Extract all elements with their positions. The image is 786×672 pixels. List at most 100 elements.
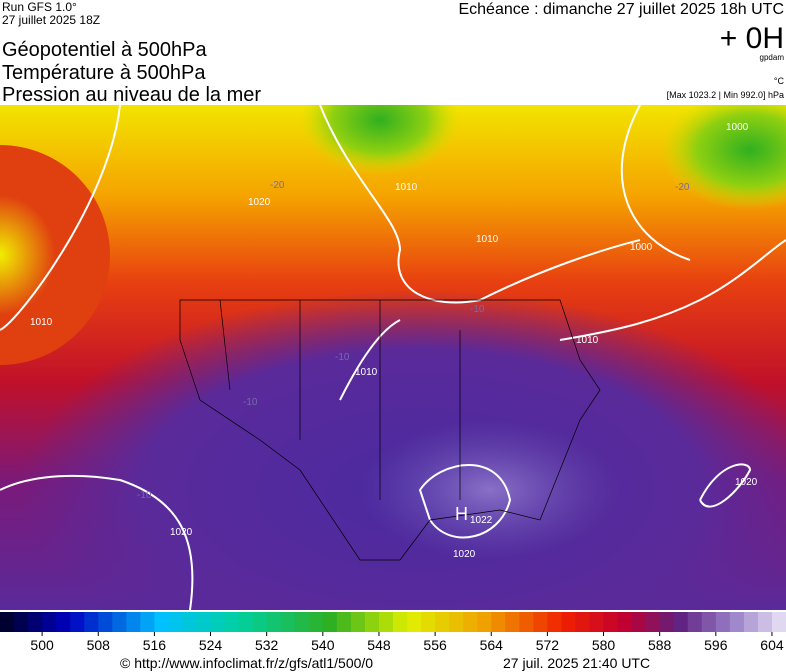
footer-source: © http://www.infoclimat.fr/z/gfs/atl1/50… [120, 655, 373, 671]
colorbar-swatch [280, 612, 296, 632]
title: Géopotentiel à 500hPa [2, 39, 207, 61]
isobar-label: 1010 [355, 367, 378, 378]
colorbar-swatch [477, 612, 492, 632]
colorbar-swatch [322, 612, 338, 632]
colorbar-swatch [547, 612, 562, 632]
colorbar-swatch [70, 612, 85, 632]
run-label: Run GFS 1.0° [2, 0, 77, 14]
colorbar-tick-label: 580 [592, 637, 616, 653]
colorbar-swatch [238, 612, 254, 632]
colorbar-swatch [771, 612, 786, 632]
colorbar-swatch [126, 612, 141, 632]
colorbar-tick-label: 532 [255, 637, 279, 653]
colorbar-swatch [701, 612, 717, 632]
colorbar-swatch [505, 612, 520, 632]
unit-temp: °C [774, 76, 785, 86]
colorbar-swatch [617, 612, 633, 632]
pressure-range: [Max 1023.2 | Min 992.0] hPa [667, 90, 784, 100]
colorbar-tick-label: 604 [760, 637, 784, 653]
colorbar-swatch [196, 612, 212, 632]
temp-label: -10 [243, 397, 258, 408]
colorbar-swatch [350, 612, 366, 632]
colorbar-swatch [0, 612, 15, 632]
colorbar-swatch [393, 612, 408, 632]
colorbar-swatch [378, 612, 394, 632]
colorbar-swatch [168, 612, 183, 632]
colorbar-swatch [14, 612, 29, 632]
colorbar-swatch [252, 612, 268, 632]
colorbar-swatch [463, 612, 478, 632]
colorbar-swatch [42, 612, 57, 632]
footer-date: 27 juil. 2025 21:40 UTC [503, 655, 650, 671]
colorbar-swatch [140, 612, 155, 632]
colorbar-swatch [603, 612, 619, 632]
colorbar-swatch [84, 612, 99, 632]
colorbar-tick-label: 564 [480, 637, 504, 653]
colorbar-swatch [743, 612, 759, 632]
isobar-label: 1000 [726, 122, 749, 133]
colorbar-swatch [224, 612, 240, 632]
colorbar-swatch [407, 612, 422, 632]
run-date: 27 juillet 2025 18Z [2, 13, 100, 27]
colorbar-tick-label: 548 [367, 637, 391, 653]
colorbar-swatch [294, 612, 310, 632]
colorbar-swatch [491, 612, 506, 632]
colorbar-swatch [561, 612, 576, 632]
colorbar-swatch [98, 612, 113, 632]
colorbar-tick-label: 508 [87, 637, 111, 653]
colorbar-swatch [715, 612, 731, 632]
colorbar-swatch [589, 612, 605, 632]
colorbar-swatch [757, 612, 773, 632]
colorbar-swatch [182, 612, 197, 632]
temp-label: -20 [270, 180, 285, 191]
colorbar-tick-label: 588 [648, 637, 672, 653]
isobar-label: 1010 [395, 182, 418, 193]
colorbar-tick-label: 556 [423, 637, 447, 653]
map: 1020 1010 1010 1010 1010 1000 1000 1010 … [0, 105, 786, 610]
high-marker: H [455, 504, 468, 524]
isobar-label: 1022 [470, 515, 493, 526]
colorbar-swatch [631, 612, 647, 632]
colorbar-tick-label: 516 [143, 637, 167, 653]
colorbar-tick-label: 540 [311, 637, 335, 653]
unit-geo: gpdam [760, 53, 785, 62]
offset: + 0H [720, 22, 784, 55]
temp-label: -10 [470, 304, 485, 315]
colorbar-swatch [673, 612, 689, 632]
colorbar-swatch [435, 612, 450, 632]
colorbar-swatch [421, 612, 436, 632]
colorbar-swatch [364, 612, 380, 632]
colorbar-swatch [659, 612, 675, 632]
colorbar-swatch [154, 612, 169, 632]
temp-label: -10 [137, 490, 152, 501]
colorbar-swatch [266, 612, 282, 632]
title: Température à 500hPa [2, 62, 206, 84]
isobar-label: 1020 [453, 549, 476, 560]
colorbar-swatch [56, 612, 71, 632]
colorbar-swatch [519, 612, 534, 632]
colorbar-tick-label: 524 [199, 637, 223, 653]
colorbar-swatch [336, 612, 352, 632]
isobar-label: 1000 [630, 242, 653, 253]
isobar-label: 1020 [170, 527, 193, 538]
isobar-label: 1010 [576, 335, 599, 346]
isobar-label: 1010 [30, 317, 53, 328]
colorbar: 500 508 516 524 532 540 548 556 564 572 580 588 596 6… [0, 612, 786, 653]
isobar-label: 1010 [476, 234, 499, 245]
colorbar-swatch [575, 612, 590, 632]
colorbar-swatch [533, 612, 548, 632]
isobar-label: 1020 [248, 197, 271, 208]
temp-label: -10 [335, 352, 350, 363]
colorbar-swatch [449, 612, 464, 632]
title: Pression au niveau de la mer [2, 84, 261, 106]
colorbar-swatch [112, 612, 127, 632]
colorbar-swatch [308, 612, 324, 632]
colorbar-swatch [645, 612, 661, 632]
echeance: Echéance : dimanche 27 juillet 2025 18h … [458, 1, 784, 18]
isobar-label: 1020 [735, 477, 758, 488]
colorbar-swatch [210, 612, 226, 632]
colorbar-swatch [28, 612, 43, 632]
colorbar-tick-label: 596 [704, 637, 728, 653]
temp-label: -20 [675, 182, 690, 193]
colorbar-swatch [687, 612, 703, 632]
